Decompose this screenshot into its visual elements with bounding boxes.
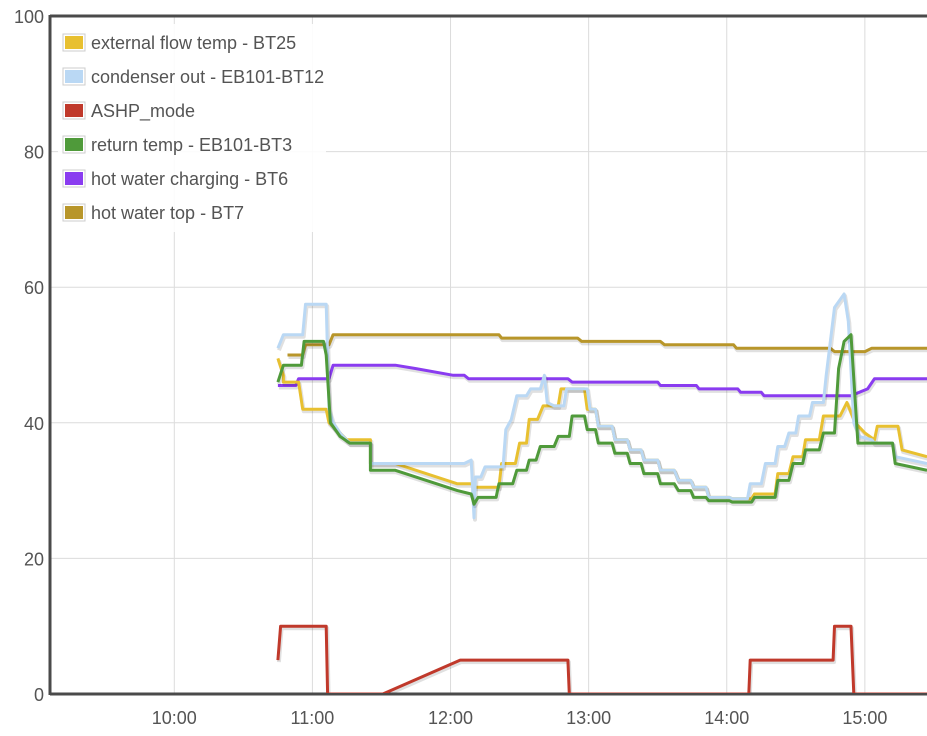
x-tick-label: 11:00 bbox=[291, 708, 335, 728]
y-tick-label: 20 bbox=[24, 549, 44, 569]
series-line-ashp-mode bbox=[276, 624, 927, 693]
legend-background bbox=[58, 24, 326, 232]
series-shadow-hot-water-charging-bt6 bbox=[278, 365, 927, 400]
y-tick-label: 100 bbox=[14, 7, 44, 27]
series-lines bbox=[276, 292, 927, 693]
legend-label: hot water top - BT7 bbox=[91, 203, 244, 223]
y-tick-label: 60 bbox=[24, 278, 44, 298]
legend-swatch bbox=[65, 36, 83, 49]
legend-label: external flow temp - BT25 bbox=[91, 33, 296, 53]
x-tick-label: 14:00 bbox=[704, 708, 749, 728]
series-shadow-condenser-out-eb101-bt12 bbox=[277, 294, 927, 522]
x-tick-label: 13:00 bbox=[566, 708, 611, 728]
y-tick-label: 80 bbox=[24, 143, 44, 163]
legend: external flow temp - BT25 condenser out -… bbox=[58, 24, 326, 232]
x-tick-label: 10:00 bbox=[152, 708, 197, 728]
legend-label: ASHP_mode bbox=[91, 101, 195, 122]
legend-swatch bbox=[65, 70, 83, 83]
legend-label: condenser out - EB101-BT12 bbox=[91, 67, 324, 87]
axes: 0 20 40 60 80 100 10:00 11:00 12:00 13:00 14:00 15:… bbox=[14, 7, 927, 728]
y-tick-label: 40 bbox=[24, 414, 44, 434]
y-tick-label: 0 bbox=[34, 685, 44, 705]
x-tick-label: 12:00 bbox=[428, 708, 473, 728]
legend-label: return temp - EB101-BT3 bbox=[91, 135, 292, 155]
x-tick-label: 15:00 bbox=[842, 708, 887, 728]
legend-swatch bbox=[65, 172, 83, 185]
series-line-return-temp-eb101-bt3 bbox=[276, 333, 927, 506]
legend-swatch bbox=[65, 104, 83, 117]
series-shadow-ashp-mode bbox=[276, 626, 857, 693]
series-line-hot-water-charging-bt6 bbox=[277, 363, 927, 398]
series-line-condenser-out-eb101-bt12 bbox=[276, 292, 927, 520]
legend-label: hot water charging - BT6 bbox=[91, 169, 288, 189]
legend-swatch bbox=[65, 206, 83, 219]
legend-swatch bbox=[65, 138, 83, 151]
